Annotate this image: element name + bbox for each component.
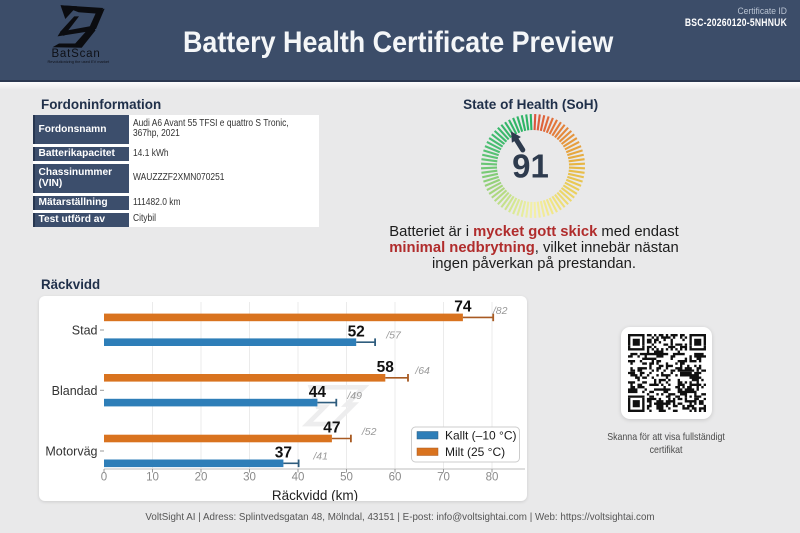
- svg-text:80: 80: [486, 472, 499, 484]
- svg-text:70: 70: [437, 472, 450, 484]
- svg-text:10: 10: [146, 472, 159, 484]
- svg-text:30: 30: [243, 472, 256, 484]
- svg-text:74: 74: [454, 299, 472, 316]
- svg-text:Räckvidd (km): Räckvidd (km): [272, 488, 358, 501]
- svg-text:Blandad: Blandad: [52, 384, 98, 398]
- svg-text:44: 44: [309, 384, 327, 401]
- svg-text:Milt (25 °C): Milt (25 °C): [445, 445, 505, 459]
- svg-text:52: 52: [348, 323, 365, 340]
- svg-text:/52: /52: [361, 426, 377, 438]
- svg-text:/49: /49: [346, 390, 362, 402]
- svg-text:Motorväg: Motorväg: [45, 445, 97, 459]
- svg-text:Stad: Stad: [72, 324, 98, 338]
- svg-text:37: 37: [275, 445, 292, 462]
- svg-text:/57: /57: [385, 330, 402, 342]
- svg-text:58: 58: [377, 359, 395, 376]
- svg-text:/82: /82: [492, 305, 508, 317]
- svg-text:20: 20: [195, 472, 208, 484]
- svg-text:91: 91: [512, 148, 549, 185]
- svg-text:/64: /64: [414, 365, 430, 377]
- svg-text:50: 50: [340, 472, 353, 484]
- svg-text:/41: /41: [312, 451, 328, 463]
- svg-text:0: 0: [101, 472, 107, 484]
- svg-text:60: 60: [389, 472, 402, 484]
- svg-text:47: 47: [323, 420, 340, 437]
- svg-text:40: 40: [292, 472, 305, 484]
- svg-text:Kallt (–10 °C): Kallt (–10 °C): [445, 429, 517, 443]
